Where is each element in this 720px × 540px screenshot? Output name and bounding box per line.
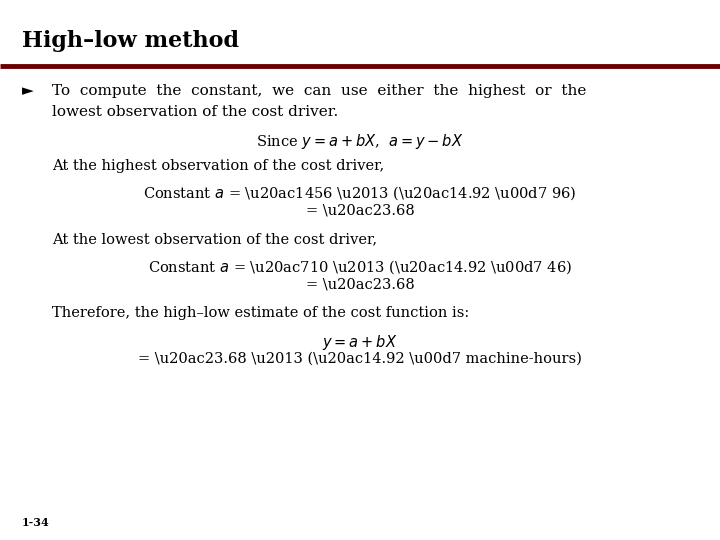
Text: Therefore, the high–low estimate of the cost function is:: Therefore, the high–low estimate of the … [52,306,469,320]
Text: To  compute  the  constant,  we  can  use  either  the  highest  or  the: To compute the constant, we can use eith… [52,84,586,98]
Text: 1-34: 1-34 [22,517,50,528]
Text: ►: ► [22,84,33,98]
Text: $y = a + bX$: $y = a + bX$ [323,333,397,352]
Text: = \u20ac23.68: = \u20ac23.68 [305,277,415,291]
Text: Constant $a$ = \u20ac1456 \u2013 (\u20ac14.92 \u00d7 96): Constant $a$ = \u20ac1456 \u2013 (\u20ac… [143,185,577,202]
Text: At the highest observation of the cost driver,: At the highest observation of the cost d… [52,159,384,173]
Text: Constant $a$ = \u20ac710 \u2013 (\u20ac14.92 \u00d7 46): Constant $a$ = \u20ac710 \u2013 (\u20ac1… [148,258,572,276]
Text: High–low method: High–low method [22,30,238,52]
Text: = \u20ac23.68: = \u20ac23.68 [305,204,415,218]
Text: Since $y = a + bX$,  $a = y - bX$: Since $y = a + bX$, $a = y - bX$ [256,132,464,151]
Text: = \u20ac23.68 \u2013 (\u20ac14.92 \u00d7 machine-hours): = \u20ac23.68 \u2013 (\u20ac14.92 \u00d7… [138,352,582,366]
Text: At the lowest observation of the cost driver,: At the lowest observation of the cost dr… [52,232,377,246]
Text: lowest observation of the cost driver.: lowest observation of the cost driver. [52,105,338,119]
